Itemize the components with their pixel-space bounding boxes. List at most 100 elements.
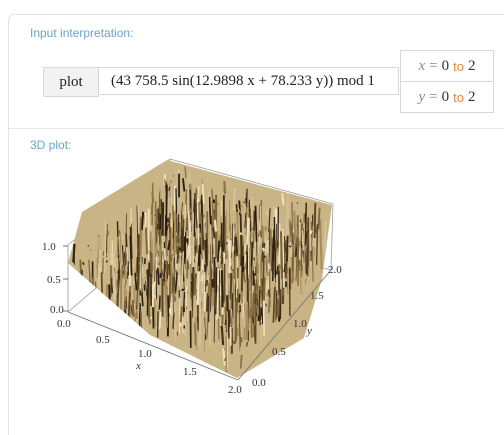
surface-spike <box>151 226 152 231</box>
surface-spike <box>274 217 275 278</box>
surface-spike <box>205 223 206 227</box>
surface-spike <box>160 312 161 330</box>
surface-spike <box>239 294 240 303</box>
y-tick: 0.5 <box>272 346 286 358</box>
surface-spike <box>312 246 313 281</box>
surface-spike <box>256 262 257 298</box>
surface-spike <box>113 254 114 302</box>
surface-spike <box>325 221 326 252</box>
surface-spike <box>164 260 165 281</box>
range-equals: = <box>429 89 437 106</box>
surface-spike <box>191 232 192 233</box>
surface-spike <box>305 203 306 250</box>
surface-spike <box>221 295 222 317</box>
surface-spike <box>294 211 295 239</box>
x-tick: 0.5 <box>96 334 110 346</box>
surface-spike <box>91 295 92 305</box>
x-tick: 0.0 <box>57 318 71 330</box>
surface-spike <box>267 279 268 287</box>
surface-spike <box>290 246 291 247</box>
surface-spike <box>263 300 264 336</box>
range-to: 2 <box>468 58 476 75</box>
range-variable: y <box>419 89 426 106</box>
surface-spike <box>77 291 78 304</box>
surface-spike <box>150 251 151 274</box>
x-tick: 1.0 <box>138 348 152 360</box>
surface-spike <box>225 319 226 325</box>
surface-spike <box>308 217 309 276</box>
surface-spike <box>133 265 134 266</box>
command-cell: plot <box>43 67 99 97</box>
range-to-word: to <box>453 59 464 74</box>
surface-spike <box>97 266 98 268</box>
surface-spike <box>173 273 174 329</box>
surface-spike <box>227 259 228 295</box>
surface-spike <box>178 214 179 243</box>
surface-spike <box>206 280 207 286</box>
surface-spike <box>256 206 257 242</box>
surface-spike <box>117 281 118 293</box>
surface-spike <box>266 304 267 307</box>
surface-spike <box>168 240 169 250</box>
range-to: 2 <box>468 89 476 106</box>
surface-spike <box>124 261 125 279</box>
surface-spike <box>224 181 225 194</box>
surface <box>60 150 350 390</box>
surface-spike <box>105 221 106 273</box>
surface-spike <box>130 235 131 275</box>
surface-spike <box>106 261 107 262</box>
3d-plot[interactable]: 1.0 0.5 0.0 0.0 0.5 1.0 1.5 2.0 x 0.0 0.… <box>0 150 504 417</box>
surface-spike <box>269 231 270 263</box>
surface-spike <box>315 203 316 238</box>
surface-spike <box>267 210 268 215</box>
surface-spike <box>250 308 251 318</box>
surface-spike <box>199 245 200 266</box>
range-to-word: to <box>453 90 464 105</box>
surface-spike <box>177 246 178 263</box>
surface-spike <box>173 205 174 220</box>
surface-spike <box>145 258 146 264</box>
surface-spike <box>195 323 196 345</box>
y-tick: 1.0 <box>293 318 307 330</box>
surface-spike <box>111 240 112 264</box>
surface-spike <box>137 319 138 327</box>
surface-spike <box>153 307 154 329</box>
surface-spike <box>185 269 186 305</box>
surface-spike <box>240 233 241 235</box>
surface-spike <box>159 295 160 309</box>
expression-cell: (43 758.5 sin(12.9898 x + 78.233 y)) mod… <box>99 67 399 95</box>
range-from: 0 <box>442 89 450 106</box>
surface-spike <box>280 289 281 319</box>
z-tick: 0.5 <box>47 274 61 286</box>
surface-spike <box>207 241 208 242</box>
surface-spike <box>263 248 264 252</box>
surface-spike <box>224 264 225 303</box>
input-interpretation-title: Input interpretation: <box>30 26 133 40</box>
surface-spike <box>96 299 97 301</box>
surface-spike <box>146 228 147 255</box>
surface-spike <box>242 304 243 317</box>
surface-spike <box>198 271 199 305</box>
y-tick: 1.5 <box>310 290 324 302</box>
surface-spike <box>184 281 185 289</box>
surface-spike <box>126 234 127 248</box>
surface-spike <box>216 259 217 268</box>
interpretation-table: plot (43 758.5 sin(12.9898 x + 78.233 y)… <box>43 67 399 95</box>
range-from: 0 <box>442 58 450 75</box>
y-tick: 2.0 <box>328 264 342 276</box>
surface-spike <box>103 251 104 274</box>
surface-spike <box>83 262 85 264</box>
z-axis: 1.0 0.5 0.0 <box>42 241 68 316</box>
surface-spike <box>147 270 148 282</box>
surface-spike <box>247 342 248 347</box>
surface-spike <box>234 188 235 210</box>
pod-divider <box>9 128 504 129</box>
surface-spike <box>282 193 283 205</box>
surface-spike <box>208 282 209 295</box>
surface-spike <box>207 265 208 282</box>
surface-spike <box>265 237 266 256</box>
surface-spike <box>188 245 189 260</box>
x-range-row: x = 0 to 2 <box>401 51 493 81</box>
z-tick: 0.0 <box>50 304 64 316</box>
surface-spike <box>166 185 167 242</box>
